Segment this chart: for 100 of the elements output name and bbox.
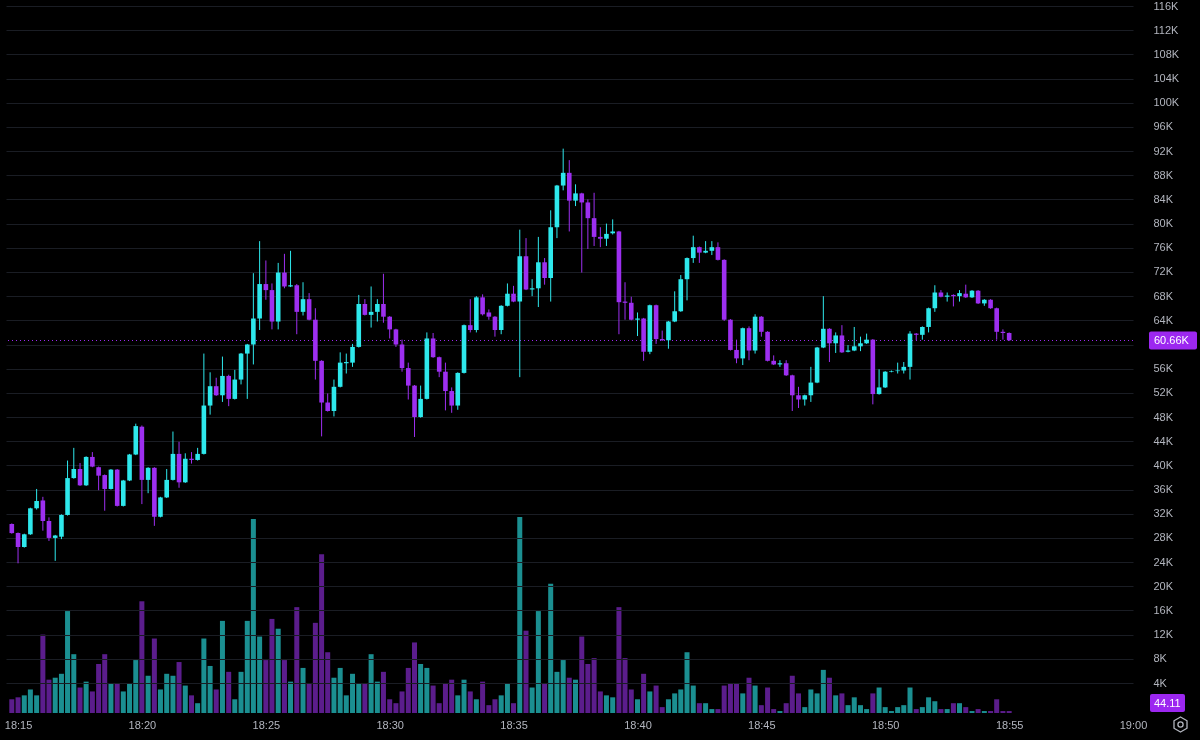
candlestick — [480, 293, 485, 316]
candlestick — [213, 377, 219, 397]
candlestick — [282, 253, 287, 289]
bar — [907, 687, 913, 713]
candlestick — [164, 468, 169, 499]
candlestick — [542, 257, 547, 286]
bar — [473, 699, 479, 713]
y-tick-label: 44K — [1153, 434, 1174, 447]
candlestick — [325, 392, 330, 413]
x-tick-label: 18:55 — [995, 718, 1024, 731]
x-tick-label: 18:20 — [128, 718, 157, 731]
bar — [870, 693, 876, 713]
candlestick — [387, 315, 392, 339]
y-tick-label: 4K — [1153, 676, 1168, 689]
y-tick-label: 64K — [1153, 313, 1174, 326]
candlestick — [579, 192, 585, 274]
y-tick-label: 20K — [1153, 579, 1174, 592]
x-tick-label: 18:15 — [4, 718, 33, 731]
bar — [913, 709, 919, 713]
bar — [560, 660, 566, 713]
candlestick — [182, 452, 188, 484]
bar — [15, 697, 21, 713]
bar — [752, 685, 758, 713]
candlestick — [232, 369, 238, 401]
x-tick-label: 18:40 — [624, 718, 652, 731]
candlestick — [486, 308, 492, 321]
bar — [616, 607, 622, 713]
bar — [963, 707, 969, 713]
candlestick — [690, 235, 696, 264]
candlestick — [796, 386, 801, 409]
y-tick-label: 80K — [1153, 217, 1174, 230]
bar — [944, 709, 950, 713]
bar — [523, 630, 529, 713]
x-tick-label: 18:25 — [252, 718, 281, 731]
candlestick — [244, 343, 250, 400]
bar — [83, 681, 89, 713]
bar — [635, 699, 641, 713]
bar — [740, 693, 746, 713]
bar — [275, 628, 281, 713]
bar — [213, 689, 219, 713]
bar — [511, 703, 517, 713]
y-tick-label: 48K — [1153, 410, 1174, 423]
y-tick-label: 96K — [1153, 120, 1174, 133]
candlestick — [926, 307, 931, 333]
bar — [294, 607, 300, 713]
bar — [696, 703, 702, 713]
y-tick-label: 28K — [1153, 531, 1174, 544]
y-tick-label: 36K — [1153, 483, 1174, 496]
bar — [139, 601, 145, 713]
candlestick — [833, 331, 838, 354]
x-tick-label: 19:00 — [1119, 718, 1148, 731]
candlestick — [573, 183, 578, 207]
y-tick-label: 8K — [1153, 652, 1168, 665]
x-tick-label: 18:35 — [500, 718, 528, 731]
bar — [108, 683, 114, 713]
x-tick-label: 18:45 — [748, 718, 776, 731]
y-tick-label: 104K — [1153, 72, 1180, 85]
bar — [114, 683, 120, 713]
candlestick — [300, 281, 306, 316]
bar — [182, 685, 188, 713]
y-tick-label: 112K — [1153, 23, 1180, 36]
bar — [145, 675, 151, 713]
y-tick-label: 56K — [1153, 362, 1174, 375]
bar — [517, 517, 523, 713]
bar — [300, 667, 306, 713]
candlestick — [443, 362, 448, 411]
candlestick — [666, 320, 671, 350]
bar — [232, 699, 238, 713]
ref-line-label: 60.66K — [1154, 333, 1190, 346]
bar — [950, 703, 956, 713]
candlestick — [34, 488, 39, 511]
bar — [362, 683, 368, 713]
y-tick-label: 52K — [1153, 386, 1174, 399]
y-tick-label: 108K — [1153, 47, 1180, 60]
text: 44.11 — [1150, 694, 1185, 712]
y-tick-label: 72K — [1153, 265, 1174, 278]
bar — [77, 687, 83, 713]
bar — [826, 677, 832, 713]
bar — [833, 695, 839, 713]
bar — [957, 703, 963, 713]
candlestick — [418, 385, 423, 419]
y-tick-label: 76K — [1153, 241, 1174, 254]
bar — [715, 709, 721, 713]
y-tick-label: 100K — [1153, 96, 1180, 109]
bar — [288, 681, 294, 713]
bar — [746, 677, 752, 713]
y-tick-label: 32K — [1153, 507, 1174, 520]
candlestick — [449, 386, 454, 414]
candlestick — [405, 362, 411, 401]
y-tick-label: 24K — [1153, 555, 1174, 568]
bar — [455, 695, 461, 713]
bar — [566, 677, 572, 713]
x-tick-label: 18:50 — [871, 718, 900, 731]
y-tick-label: 12K — [1153, 628, 1174, 641]
bar — [542, 683, 548, 713]
bar — [176, 662, 182, 713]
bar — [281, 660, 287, 713]
bar — [331, 677, 337, 713]
candlestick — [71, 447, 77, 480]
x-tick-label: 18:30 — [376, 718, 404, 731]
